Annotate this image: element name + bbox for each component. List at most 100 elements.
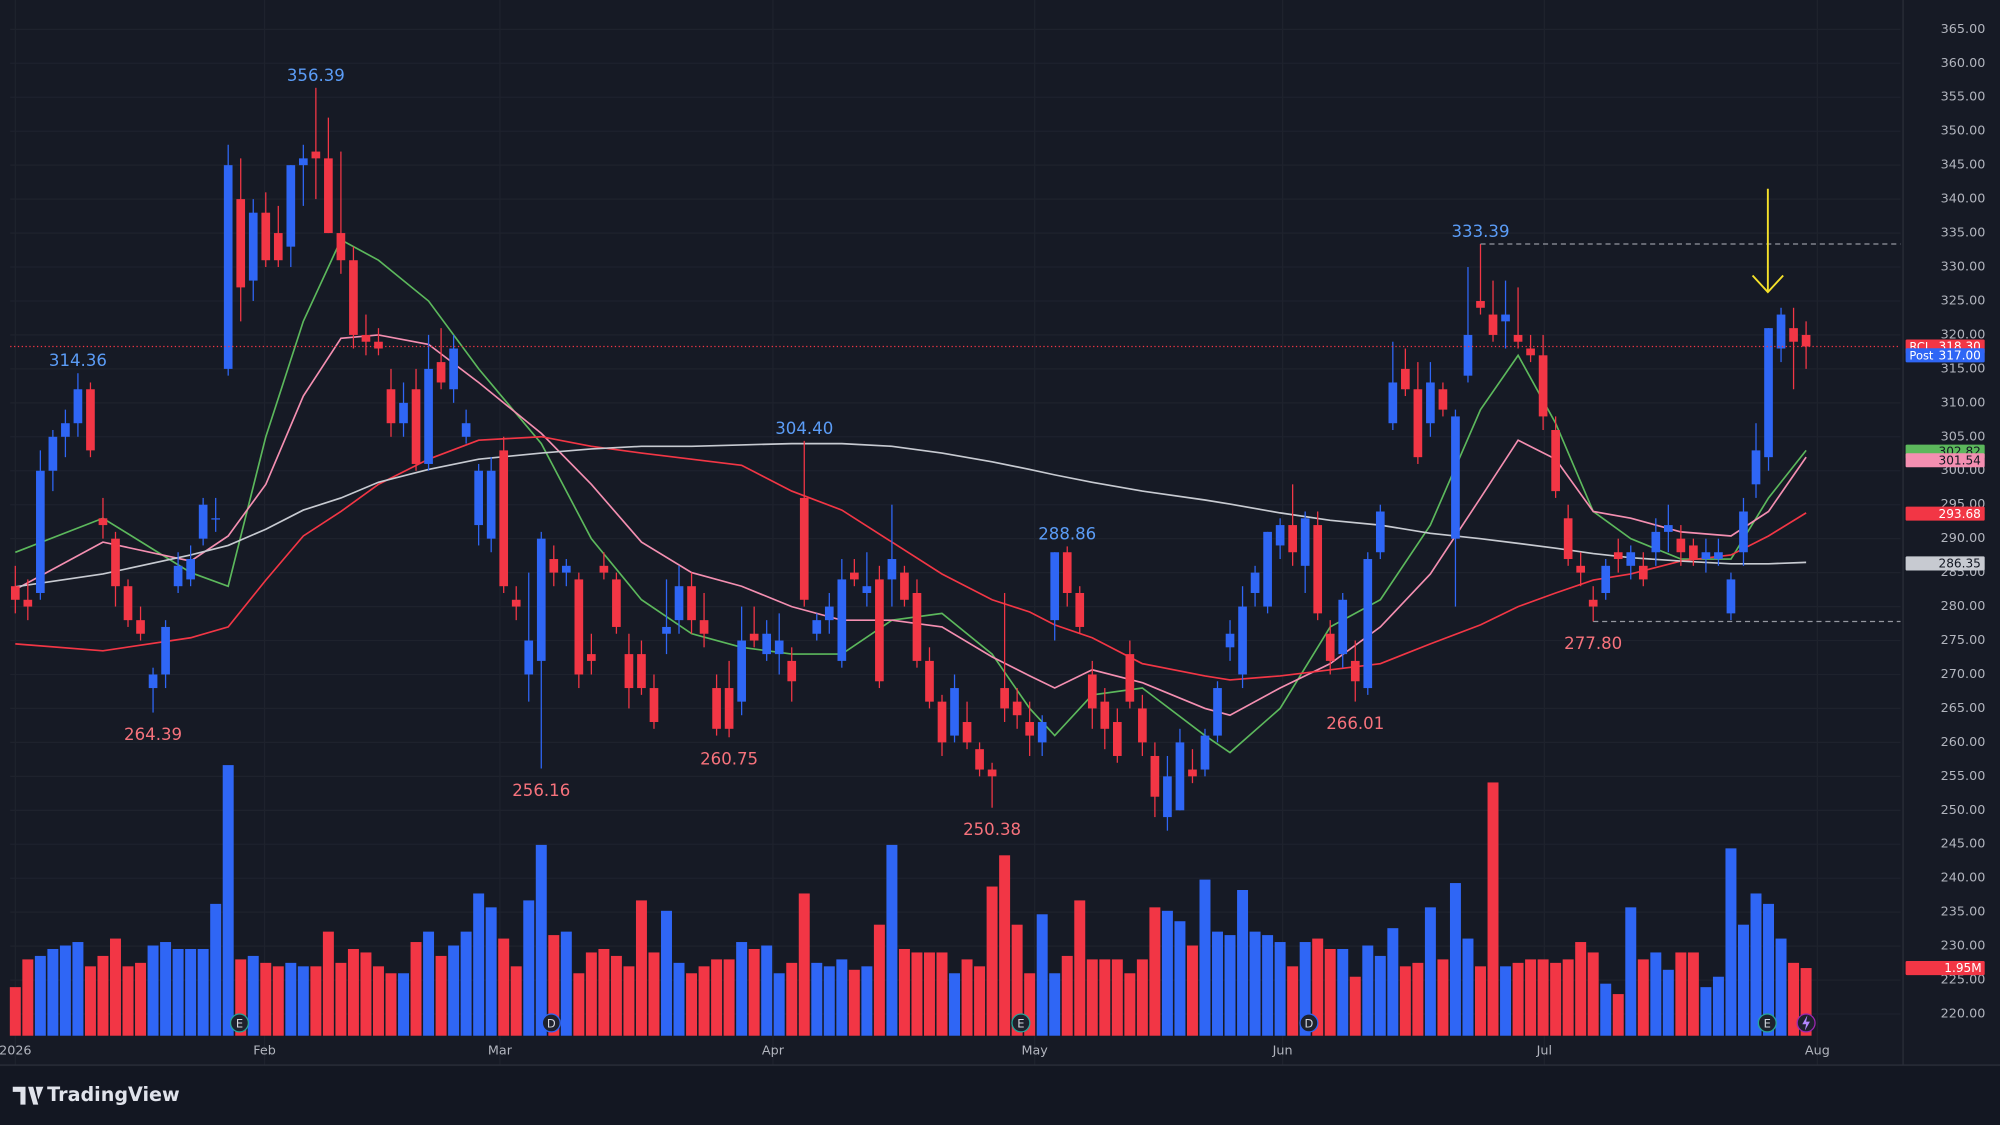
volume-bar [1687,952,1699,1036]
y-tick-label: 240.00 [1941,871,1986,886]
event-label: D [547,1017,556,1031]
candle-body [612,579,621,627]
y-tick-label: 265.00 [1941,701,1986,716]
x-tick-label: Mar [488,1044,513,1059]
y-tick-label: 340.00 [1941,192,1986,207]
extreme-label: 250.38 [963,820,1021,839]
candle-body [549,559,559,573]
volume-bar [1725,848,1737,1036]
candle-body [223,165,233,369]
price-badge-label: 301.54 [1938,453,1981,467]
volume-bar [122,966,134,1036]
candle-body [1764,328,1773,458]
candle-body [424,368,433,464]
candle-body [1451,416,1460,539]
candle-body [123,586,133,621]
volume-bar [1788,962,1800,1036]
event-icon[interactable] [1011,1013,1031,1033]
brand-name[interactable]: TradingView [47,1083,180,1106]
candle-body [374,341,383,349]
candle-body [1588,599,1598,607]
candle-body [862,586,872,593]
candles [10,87,1811,831]
price-badge [1905,556,1985,571]
y-tick-label: 365.00 [1941,22,1986,37]
volume-bar [986,886,998,1036]
candle-body [511,599,521,607]
candle-body [1300,518,1310,566]
volume-bar [423,931,435,1036]
y-tick-label: 235.00 [1941,905,1986,920]
volume-bar [1449,883,1461,1036]
volume-bar [1399,966,1411,1036]
candle-body [1200,735,1210,770]
volume-bar [873,924,885,1036]
volume-bar [160,942,172,1036]
extreme-label: 264.39 [124,725,182,744]
candle-body [850,572,859,580]
candle-body [1213,688,1222,736]
candle-body [824,606,834,621]
volume-bar [1074,900,1086,1036]
volume-bar [798,893,810,1036]
volume-bar [1212,931,1223,1036]
volume-bar [698,966,710,1036]
lightning-event[interactable] [1796,1013,1816,1033]
volume-bar [1249,931,1261,1036]
volume-bar [435,955,447,1036]
y-tick-label: 315.00 [1941,361,1986,376]
volume-bar [510,966,522,1036]
candle-body [599,565,609,573]
brand-logo[interactable]: TradingView [12,1083,180,1106]
volume-bar [723,959,735,1036]
y-tick-label: 320.00 [1941,327,1986,342]
event-icon[interactable] [1757,1013,1777,1033]
volume-bar [761,945,773,1036]
volume-bar [548,935,560,1036]
volume-bar [272,966,284,1036]
candle-body [1062,552,1072,593]
price-badge-tag: Post [1909,348,1933,362]
candle-body [987,769,997,777]
event-icon[interactable] [229,1013,250,1033]
volume-badge [1905,961,1985,976]
volume-bar [1186,945,1198,1036]
candle-body [687,586,696,621]
candle-body [587,654,596,661]
candle-body [86,389,95,451]
volume-bar [961,959,973,1036]
candle-body [937,701,947,743]
candle-body [699,620,709,634]
event-icon[interactable] [1299,1013,1319,1033]
volume-bar [322,931,334,1036]
volume-bar [886,844,898,1036]
extreme-label: 333.39 [1451,222,1509,241]
price-axis [1903,0,2000,1066]
volume-bar [848,969,860,1036]
moving-average-line [15,442,1807,588]
price-badge [1905,453,1985,468]
volume-bar [385,973,397,1036]
volume-bar [1712,976,1724,1036]
y-tick-label: 260.00 [1941,735,1986,750]
volume-bar [1387,928,1399,1036]
volume-bar [1237,890,1249,1036]
volume-bar [1349,976,1361,1036]
candle-body [1000,688,1009,709]
volume-bar [1700,987,1712,1036]
volume-bar [135,962,147,1036]
y-tick-label: 280.00 [1941,599,1986,614]
event-icon[interactable] [541,1013,561,1033]
volume-bar [285,962,297,1036]
volume-bar [999,855,1011,1036]
volume-bar [648,952,660,1036]
x-tick-label: Jul [1536,1044,1552,1059]
volume-bar [598,948,610,1036]
volume-bar [360,952,372,1036]
axis-labels: 220.00 225.00 230.00 235.00 240.00 245.00 250.… [0,22,1985,1059]
candle-body [111,538,120,587]
volume-bar [1650,952,1662,1036]
volume-bar [1775,938,1787,1036]
volume-bar [410,942,422,1036]
candle-body [1488,314,1498,335]
